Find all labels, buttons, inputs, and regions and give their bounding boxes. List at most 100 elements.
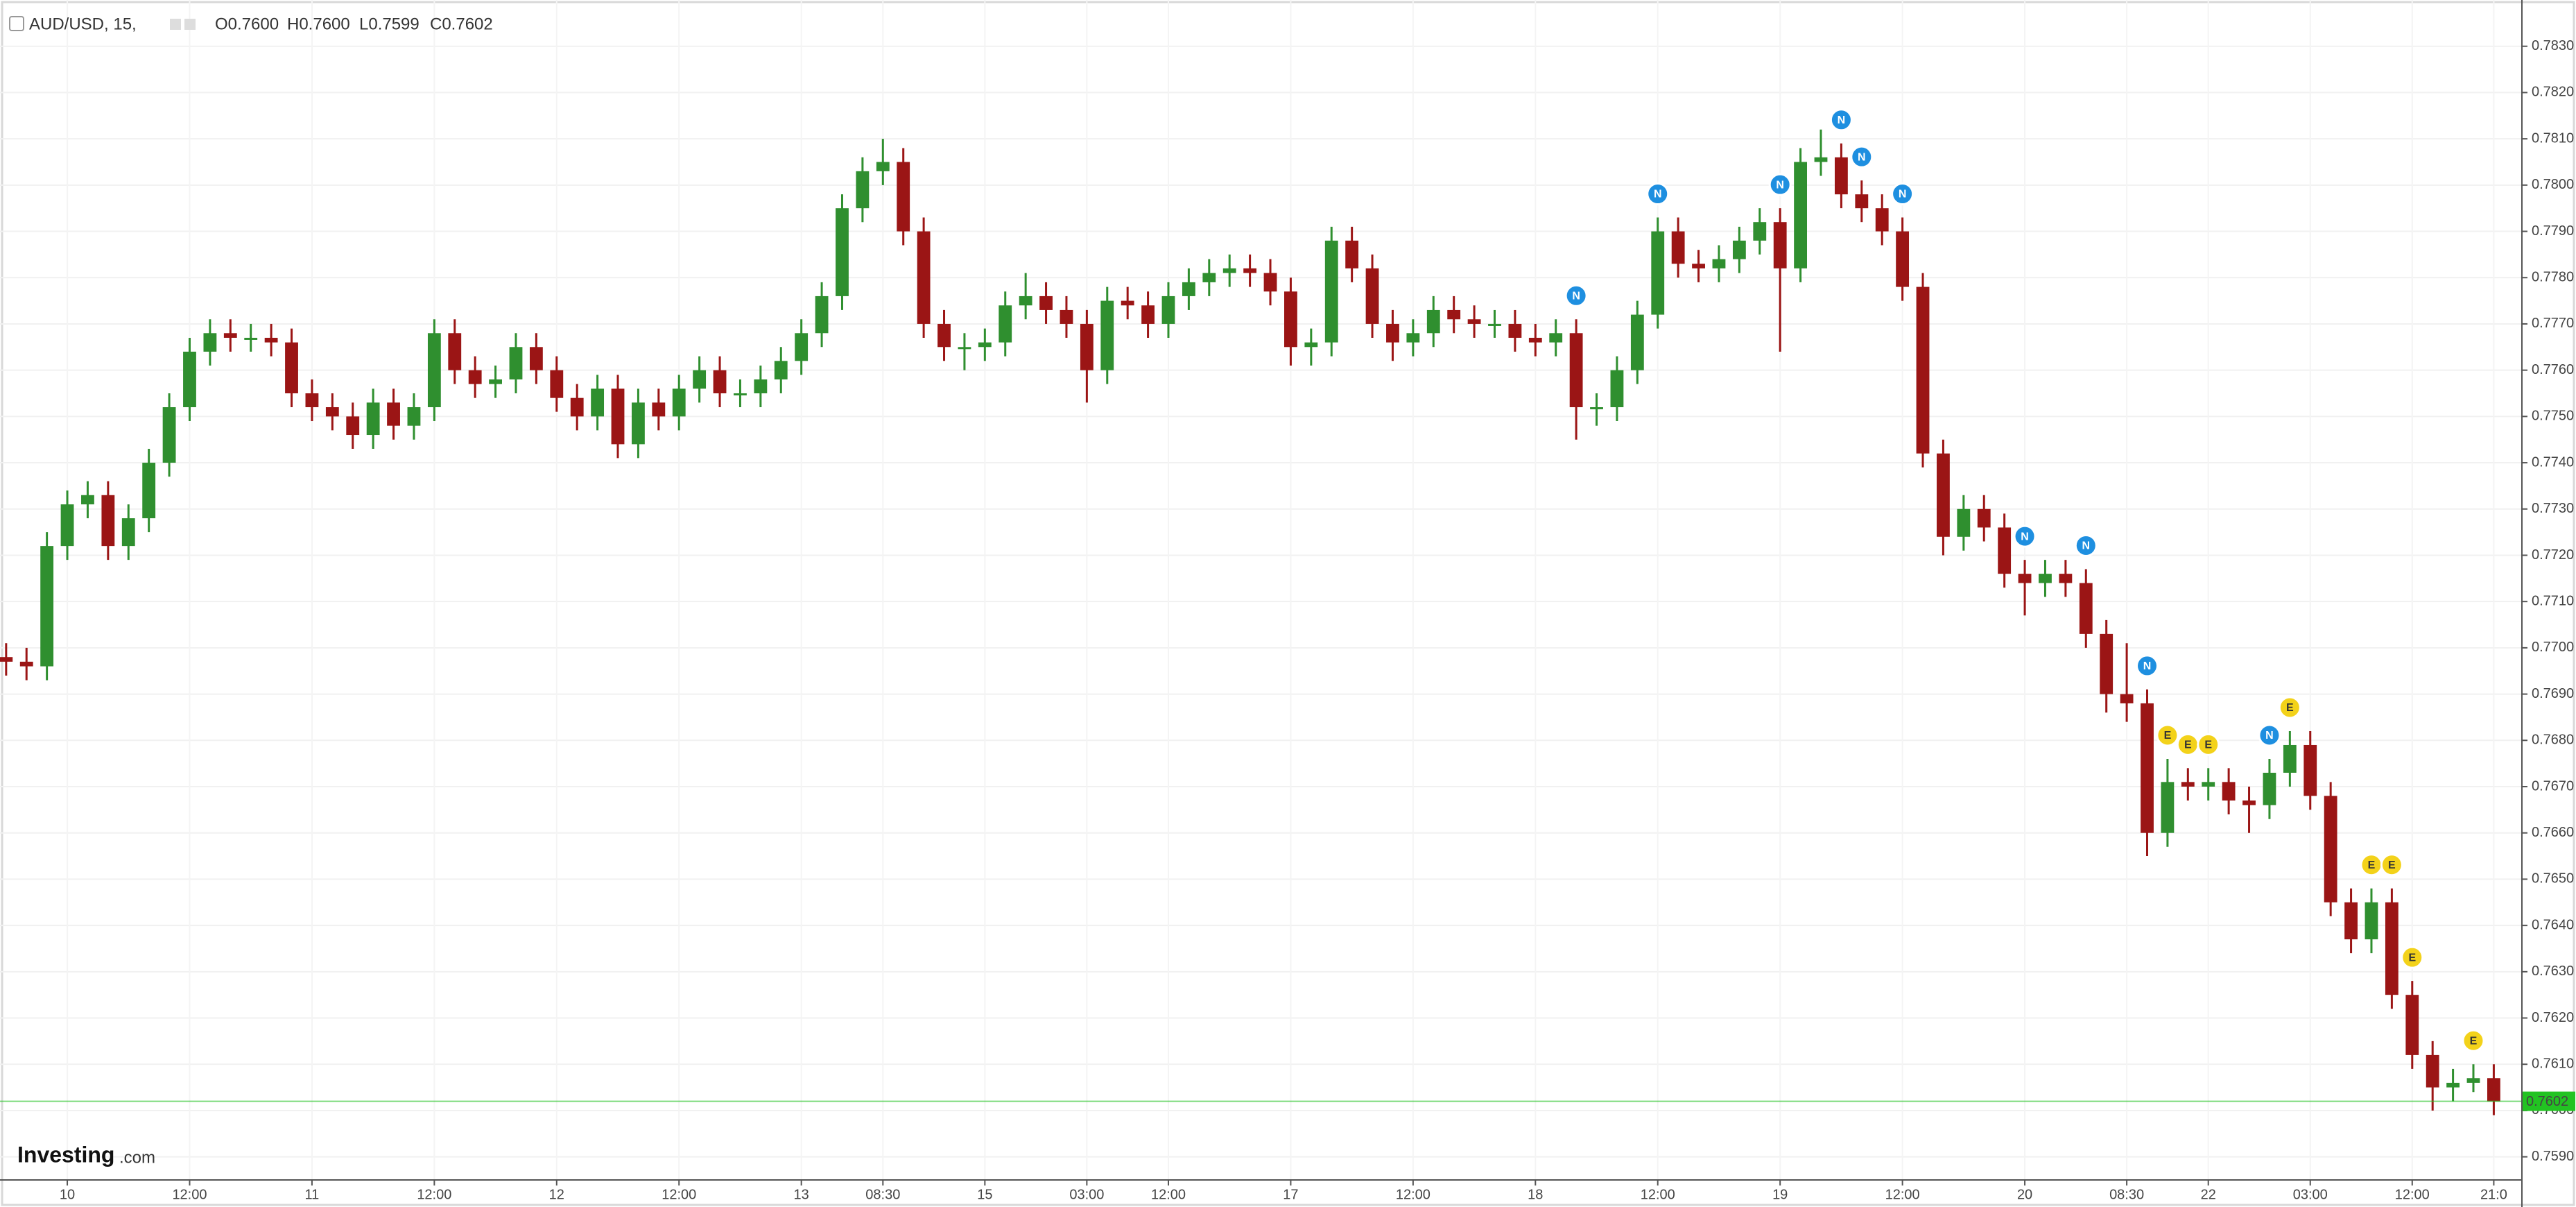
x-tick-label: 08:30 [2109, 1187, 2144, 1202]
brand-suffix: .com [119, 1148, 155, 1167]
x-tick-label: 12:00 [1396, 1187, 1430, 1202]
candle-body [468, 370, 482, 384]
y-tick-label: 0.7610 [2532, 1056, 2574, 1072]
event-marker [1829, 108, 1853, 132]
y-tick-label: 0.7760 [2532, 362, 2574, 377]
candle-body [1794, 162, 1808, 268]
event-label: N [2082, 540, 2091, 552]
candle-body [713, 370, 727, 393]
candle-body [1284, 291, 1297, 348]
candle-body [2039, 574, 2052, 583]
candle-body [1875, 208, 1889, 232]
x-tick-label: 08:30 [865, 1187, 900, 1202]
candle-body [1712, 259, 1726, 268]
candle-body [1855, 194, 1869, 209]
x-tick-label: 18 [1528, 1187, 1543, 1202]
candle-body [1161, 296, 1175, 324]
x-tick-label: 22 [2201, 1187, 2216, 1202]
candle-body [1039, 296, 1053, 310]
candle-body [285, 342, 298, 393]
collapse-icon[interactable] [9, 16, 24, 31]
event-label: E [2286, 702, 2294, 714]
candle-body [2426, 1054, 2439, 1088]
candle-body [1610, 370, 1624, 408]
event-label: N [1572, 290, 1580, 302]
candle-body [244, 337, 258, 340]
candle-body [795, 333, 809, 361]
candle-body [19, 661, 33, 667]
event-label: N [1899, 189, 1907, 200]
candle-body [1773, 222, 1787, 268]
y-tick-label: 0.7710 [2532, 593, 2574, 608]
candle-body [101, 495, 115, 547]
y-tick-label: 0.7830 [2532, 38, 2574, 53]
candle-body [1386, 323, 1399, 343]
candle-body [1182, 282, 1195, 296]
candle-body [1060, 309, 1073, 324]
candle-body [1263, 273, 1277, 292]
event-label: E [2368, 859, 2376, 871]
candle-body [223, 333, 237, 338]
event-label: E [2408, 952, 2416, 964]
candle-body [1222, 268, 1236, 273]
event-marker [1850, 145, 1874, 169]
candle-body [1630, 314, 1644, 370]
y-tick-label: 0.7620 [2532, 1010, 2574, 1025]
x-tick-label: 15 [977, 1187, 992, 1202]
candle-body [1896, 231, 1910, 287]
candle-body [1753, 222, 1767, 241]
candle-body [2263, 772, 2276, 805]
candle-body [2242, 801, 2256, 805]
candle-body [1243, 268, 1257, 273]
y-tick-label: 0.7810 [2532, 130, 2574, 146]
low-label: L0.7599 [359, 15, 420, 33]
candle-body [2466, 1078, 2480, 1083]
candle-body [1406, 333, 1420, 343]
event-marker [2197, 733, 2220, 756]
candle-body [2120, 694, 2134, 703]
x-tick-label: 12:00 [1641, 1187, 1675, 1202]
candle-body [60, 504, 74, 547]
candle-body [897, 162, 910, 232]
candle-body [2283, 744, 2297, 773]
candle-body [1304, 342, 1318, 348]
candle-body [2079, 583, 2093, 634]
candle-body [611, 388, 625, 445]
y-tick-label: 0.7640 [2532, 917, 2574, 932]
close-icon[interactable] [184, 19, 196, 30]
event-marker [2258, 724, 2281, 747]
x-tick-label: 10 [60, 1187, 75, 1202]
candle-body [1508, 323, 1522, 338]
candle-body [1202, 273, 1216, 282]
candle-body [2100, 633, 2113, 694]
candle-body [1100, 300, 1114, 370]
candle-body [774, 361, 788, 379]
candle-body [407, 407, 421, 426]
candle-body [1141, 305, 1155, 324]
event-label: N [1858, 151, 1866, 163]
event-marker [2013, 524, 2037, 548]
candle-body [1080, 323, 1093, 370]
last-price-box [2523, 1091, 2575, 1111]
candle-body [1671, 231, 1685, 264]
y-tick-label: 0.7750 [2532, 409, 2574, 424]
candle-body [856, 171, 870, 209]
candle-body [1528, 337, 1542, 343]
candle-body [1916, 286, 1930, 454]
y-tick-label: 0.7630 [2532, 964, 2574, 979]
candle-body [1692, 264, 1705, 268]
candle-body [2141, 703, 2154, 833]
event-label: E [2204, 739, 2212, 751]
candle-body [489, 379, 502, 384]
candle-body [2365, 902, 2378, 940]
candle-body [448, 333, 462, 370]
candle-body [1426, 309, 1440, 334]
x-tick-label: 12 [549, 1187, 564, 1202]
candle-body [1019, 296, 1032, 306]
candle-body [1467, 319, 1481, 324]
candle-body [1957, 508, 1971, 537]
y-tick-label: 0.7590 [2532, 1149, 2574, 1164]
settings-icon[interactable] [170, 19, 181, 30]
candle-body [2059, 574, 2073, 583]
